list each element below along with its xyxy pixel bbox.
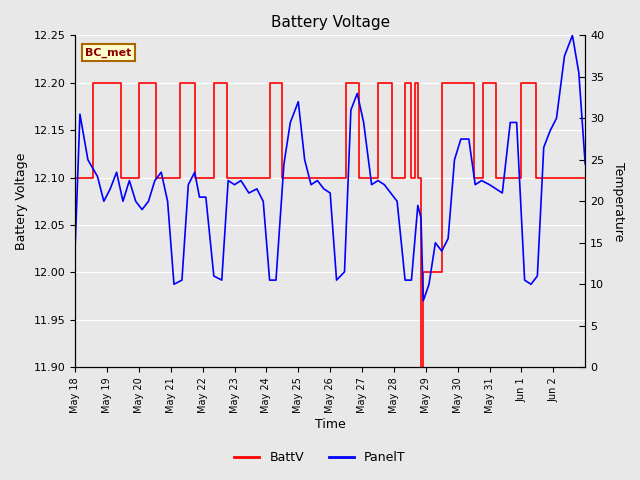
Legend: BattV, PanelT: BattV, PanelT bbox=[229, 446, 411, 469]
Title: Battery Voltage: Battery Voltage bbox=[271, 15, 390, 30]
Y-axis label: Temperature: Temperature bbox=[612, 162, 625, 241]
Y-axis label: Battery Voltage: Battery Voltage bbox=[15, 153, 28, 250]
X-axis label: Time: Time bbox=[315, 419, 346, 432]
Text: BC_met: BC_met bbox=[85, 47, 132, 58]
